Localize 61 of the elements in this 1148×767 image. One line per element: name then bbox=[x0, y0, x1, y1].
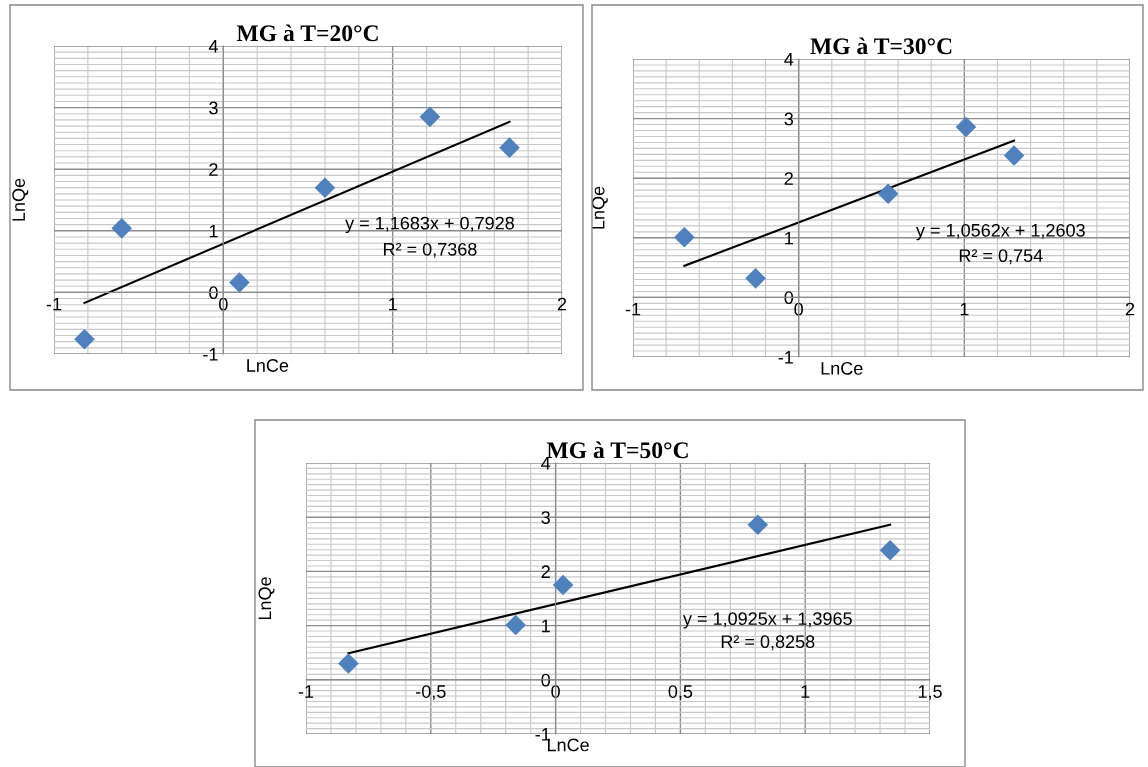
annotation: y = 1,1683x + 0,7928 bbox=[345, 216, 514, 234]
chart-title: MG à T=30°C bbox=[810, 37, 952, 55]
x-tick-label: 1 bbox=[960, 302, 969, 316]
point bbox=[552, 574, 574, 596]
y-tick-label: 2 bbox=[209, 163, 218, 176]
x-tick-label: 0,5 bbox=[668, 685, 693, 701]
x-tick-label: 1 bbox=[801, 685, 810, 698]
y-tick-label: 1 bbox=[209, 224, 218, 238]
x-axis-title: LnCe bbox=[247, 359, 289, 372]
point bbox=[111, 218, 133, 239]
y-tick-label: 1 bbox=[542, 619, 550, 633]
x-tick-label: 0 bbox=[794, 302, 803, 316]
point bbox=[419, 106, 441, 128]
y-tick-label: 4 bbox=[208, 40, 218, 53]
annotation: R² = 0,7368 bbox=[383, 242, 477, 258]
point bbox=[1003, 145, 1025, 166]
annotation: R² = 0,8258 bbox=[721, 635, 815, 651]
x-tick-label: -1 bbox=[625, 302, 641, 316]
x-tick-label: 0 bbox=[551, 685, 560, 698]
y-tick-label: 4 bbox=[784, 53, 794, 66]
y-tick-label: -1 bbox=[535, 728, 550, 741]
y-tick-label: 3 bbox=[784, 112, 794, 126]
point bbox=[499, 137, 520, 158]
point bbox=[505, 614, 526, 636]
x-tick-label: 1 bbox=[389, 297, 397, 311]
x-tick-label: 2 bbox=[557, 297, 567, 311]
y-tick-label: 2 bbox=[784, 172, 793, 185]
annotation: R² = 0,754 bbox=[959, 249, 1043, 265]
y-tick-label: 1 bbox=[785, 231, 793, 245]
y-tick-label: 0 bbox=[541, 673, 551, 687]
x-tick-label: -0,5 bbox=[416, 685, 446, 701]
annotation: y = 1,0925x + 1,3965 bbox=[682, 612, 852, 629]
y-tick-label: 3 bbox=[541, 511, 550, 524]
point bbox=[879, 539, 901, 561]
y-axis-title: LnQe bbox=[591, 186, 608, 229]
point bbox=[674, 226, 695, 248]
x-tick-label: 2 bbox=[1125, 302, 1135, 316]
y-axis-title: LnQe bbox=[12, 178, 29, 221]
x-tick-label: 1,5 bbox=[918, 685, 942, 701]
point bbox=[745, 268, 766, 289]
x-axis-title: LnCe bbox=[821, 361, 863, 375]
x-axis-title: LnCe bbox=[547, 738, 589, 752]
y-tick-label: 3 bbox=[209, 101, 218, 115]
point bbox=[338, 653, 359, 674]
point bbox=[314, 177, 336, 198]
chart-title: MG à T=20°C bbox=[236, 24, 378, 42]
x-tick-label: -1 bbox=[46, 297, 62, 311]
annotation: y = 1,0562x + 1,2603 bbox=[916, 223, 1085, 241]
y-tick-label: 2 bbox=[541, 565, 550, 578]
y-axis-title: LnQe bbox=[258, 577, 275, 620]
y-tick-label: -1 bbox=[203, 348, 218, 361]
point bbox=[877, 183, 899, 204]
y-tick-label: 4 bbox=[541, 457, 551, 470]
point bbox=[955, 116, 977, 138]
point bbox=[74, 328, 95, 350]
point bbox=[747, 514, 769, 536]
y-tick-label: -1 bbox=[778, 351, 793, 364]
chart-title: MG à T=50°C bbox=[546, 441, 688, 459]
x-tick-label: -1 bbox=[298, 685, 314, 698]
x-tick-label: 0 bbox=[219, 297, 228, 311]
point bbox=[229, 272, 250, 293]
